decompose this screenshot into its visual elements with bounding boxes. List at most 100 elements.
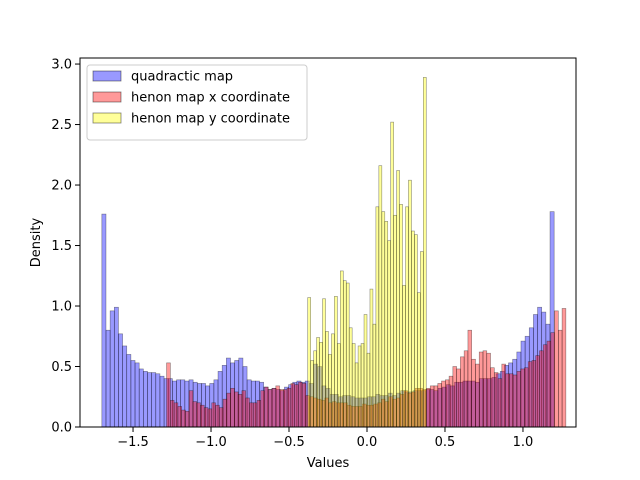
histogram-bar	[360, 343, 365, 428]
histogram-bar	[384, 221, 389, 428]
histogram-bar	[134, 362, 140, 428]
histogram-bar	[369, 288, 374, 428]
histogram-bar	[516, 371, 521, 428]
histogram-bar	[230, 387, 235, 428]
histogram-bar	[531, 360, 537, 428]
histogram-bar	[375, 206, 380, 428]
histogram-bar	[328, 354, 332, 428]
histogram-bar	[185, 410, 190, 428]
histogram-bar	[512, 374, 518, 428]
histogram-bar	[426, 387, 431, 428]
histogram-bar	[524, 367, 529, 428]
histogram-bar	[307, 297, 311, 428]
histogram-bar	[505, 373, 510, 428]
histogram-bar	[414, 234, 418, 428]
histogram-bar	[126, 354, 132, 428]
histogram-bar	[109, 310, 115, 428]
y-tick-label: 1.0	[51, 300, 72, 315]
histogram-bar	[138, 368, 144, 428]
histogram-bar	[490, 367, 495, 428]
histogram-bar	[337, 343, 341, 428]
histogram-bar	[267, 389, 273, 428]
histogram-bar	[105, 329, 111, 428]
histogram-bar	[122, 345, 128, 428]
histogram-bar	[319, 342, 323, 428]
histogram-bar	[155, 373, 161, 428]
histogram-bar	[325, 331, 329, 428]
x-tick-label: 1.0	[513, 435, 534, 450]
histogram-bar	[181, 409, 186, 428]
histogram-bar	[381, 211, 386, 428]
histogram-bar	[561, 308, 567, 428]
histogram-bar	[420, 251, 424, 428]
series-3-bars	[307, 77, 427, 428]
histogram-bar	[558, 329, 563, 428]
histogram-bar	[322, 298, 326, 428]
histogram-bar	[316, 337, 320, 428]
histogram-bar	[298, 381, 303, 428]
histogram-bar	[408, 179, 412, 428]
histogram-bar	[422, 77, 427, 428]
histogram-bar	[527, 361, 533, 428]
histogram-bar	[334, 296, 338, 428]
histogram-bar	[170, 400, 175, 428]
histogram-bar	[393, 214, 397, 428]
y-tick-label: 2.5	[51, 118, 72, 133]
histogram-bar	[237, 394, 243, 428]
histogram-bar	[396, 170, 400, 428]
histogram-bar	[166, 362, 171, 428]
histogram-bar	[294, 384, 299, 428]
histogram-bar	[372, 323, 377, 428]
histogram-bar	[130, 360, 136, 428]
histogram-bar	[486, 352, 491, 428]
histogram-bar	[445, 379, 450, 428]
histogram-bar	[241, 390, 246, 428]
legend-swatch	[92, 112, 122, 124]
histogram-bar	[546, 340, 552, 428]
x-axis: −1.5 −1.0 −0.5 0.0 0.5 1.0	[117, 427, 533, 450]
plot-area-frame	[79, 57, 577, 428]
histogram-bar	[203, 407, 209, 428]
histogram-bar	[151, 372, 157, 428]
histogram-bar	[354, 362, 359, 428]
histogram-bar	[271, 387, 277, 428]
histogram-bar	[448, 375, 454, 428]
histogram-bar	[387, 240, 391, 428]
histogram-bar	[429, 385, 435, 428]
series-1-bars	[101, 211, 555, 428]
histogram-bar	[535, 355, 540, 428]
histogram-bar	[520, 368, 525, 428]
histogram-bar	[249, 402, 254, 428]
histogram-bar	[222, 398, 228, 428]
y-tick-label: 0.5	[51, 360, 72, 375]
y-axis: 0.0 0.5 1.0 1.5 2.0 2.5 3.0	[51, 58, 80, 436]
histogram-bar	[456, 368, 461, 428]
histogram-bar	[342, 280, 347, 428]
histogram-bar	[340, 270, 344, 428]
histogram-bar	[219, 407, 224, 428]
histogram-bar	[192, 401, 197, 428]
histogram-bar	[286, 387, 292, 428]
histogram-bar	[357, 345, 362, 428]
x-tick-label: −1.0	[195, 435, 227, 450]
histogram-bar	[118, 333, 123, 428]
histogram-bar	[331, 333, 335, 428]
histogram-bar	[290, 383, 295, 428]
histogram-bar	[497, 378, 503, 428]
x-tick-label: −0.5	[273, 435, 305, 450]
histogram-bar	[405, 206, 409, 428]
histogram-bar	[542, 344, 548, 428]
histogram-bar	[366, 352, 371, 428]
y-axis-title: Density	[29, 217, 44, 267]
histogram-bar	[256, 400, 262, 428]
histogram-bar	[313, 350, 317, 428]
histogram-bar	[245, 397, 250, 428]
histogram-bar	[215, 404, 220, 428]
legend-frame	[86, 64, 308, 141]
y-tick-label: 2.0	[51, 179, 72, 194]
histogram-bar	[441, 380, 446, 428]
histogram-bar	[207, 408, 213, 428]
y-tick-label: 0.0	[51, 421, 72, 436]
histogram-bar	[471, 358, 476, 428]
